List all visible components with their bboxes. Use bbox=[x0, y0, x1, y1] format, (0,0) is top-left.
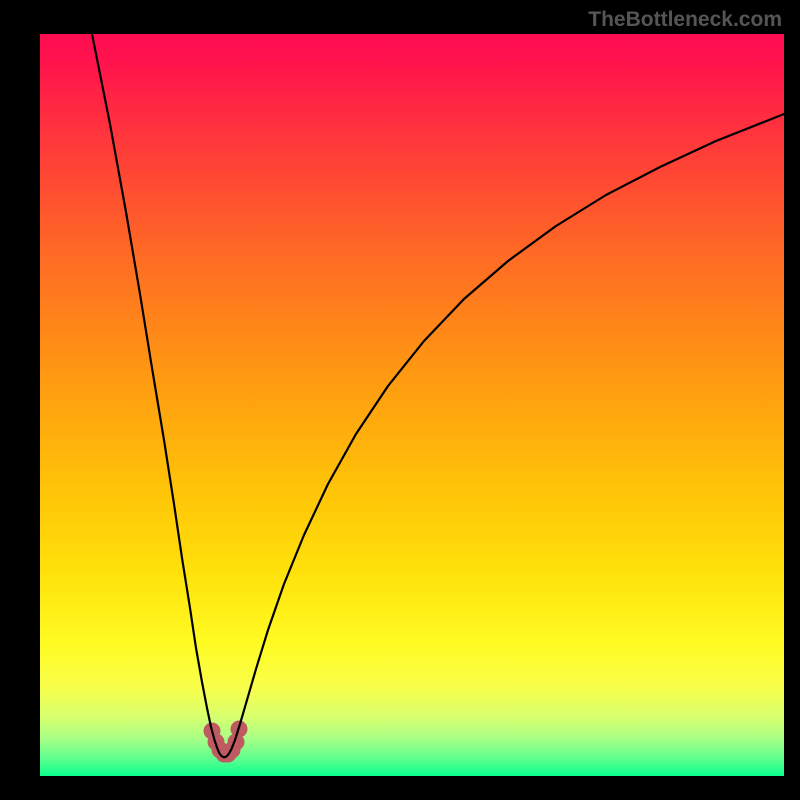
watermark-text: TheBottleneck.com bbox=[588, 8, 782, 32]
main-curve bbox=[92, 34, 784, 757]
plot-area bbox=[40, 34, 784, 776]
chart-curve bbox=[40, 34, 784, 776]
